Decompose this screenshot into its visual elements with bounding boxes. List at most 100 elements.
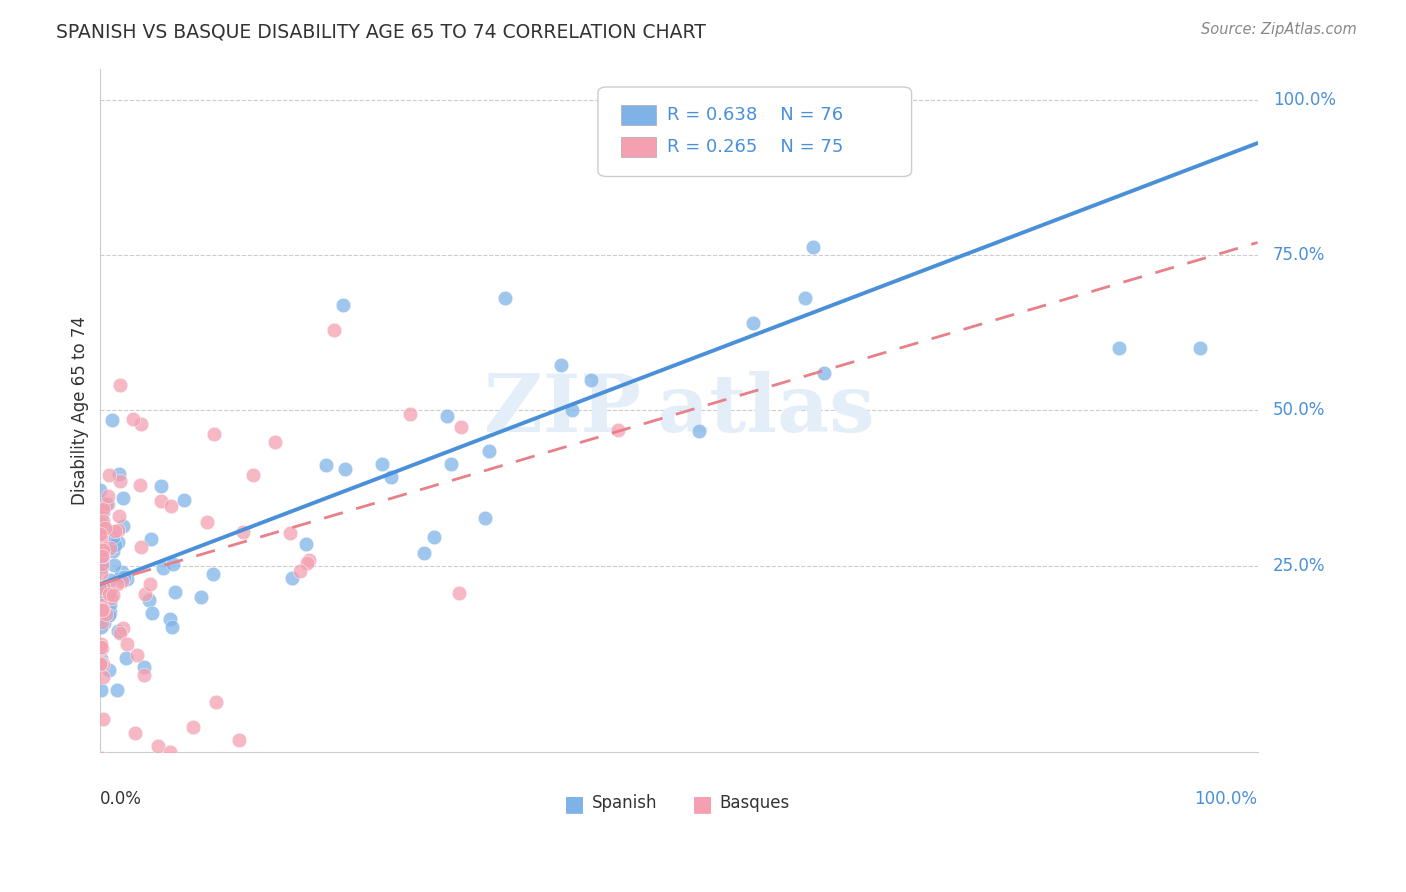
Point xyxy=(201,567,224,582)
Point xyxy=(97,496,120,510)
Point xyxy=(101,413,124,427)
Text: ■: ■ xyxy=(564,795,585,814)
Text: 25.0%: 25.0% xyxy=(1272,557,1324,574)
Point xyxy=(94,607,117,621)
Point xyxy=(139,577,162,591)
Point xyxy=(110,570,132,584)
Point xyxy=(478,443,501,458)
Point xyxy=(813,366,835,380)
Point xyxy=(89,656,111,670)
Point xyxy=(195,515,218,529)
Point xyxy=(90,763,112,777)
Point xyxy=(94,579,117,593)
Point xyxy=(122,411,145,425)
Point xyxy=(129,478,152,492)
Point xyxy=(89,587,111,601)
Point xyxy=(91,603,114,617)
Point xyxy=(332,298,354,312)
Point xyxy=(90,637,112,651)
Point xyxy=(91,670,114,684)
Point xyxy=(115,637,138,651)
Text: 100.0%: 100.0% xyxy=(1195,789,1257,807)
Point xyxy=(190,590,212,604)
Text: Basques: Basques xyxy=(720,795,790,813)
Point xyxy=(688,425,710,439)
Point xyxy=(163,585,186,599)
Point xyxy=(94,520,117,534)
Point xyxy=(90,640,112,654)
Point xyxy=(91,539,114,553)
Bar xyxy=(621,136,655,157)
Point xyxy=(132,659,155,673)
Point xyxy=(89,657,111,671)
Point xyxy=(152,561,174,575)
Point xyxy=(90,559,112,574)
Point xyxy=(108,467,131,482)
Point xyxy=(93,605,115,619)
Point xyxy=(581,373,603,387)
Point xyxy=(474,511,496,525)
Point xyxy=(90,528,112,542)
Point xyxy=(801,240,824,254)
Point xyxy=(110,474,132,488)
Point xyxy=(90,652,112,666)
Point xyxy=(98,587,121,601)
Point xyxy=(202,426,225,441)
Point xyxy=(134,587,156,601)
Point xyxy=(112,519,135,533)
Point xyxy=(447,585,470,599)
Point xyxy=(228,732,250,747)
Point xyxy=(162,557,184,571)
Point xyxy=(264,435,287,450)
Point xyxy=(90,549,112,563)
Point xyxy=(205,695,228,709)
Point xyxy=(149,494,172,508)
Point xyxy=(278,526,301,541)
Point xyxy=(98,586,121,600)
Point xyxy=(100,605,122,619)
Text: SPANISH VS BASQUE DISABILITY AGE 65 TO 74 CORRELATION CHART: SPANISH VS BASQUE DISABILITY AGE 65 TO 7… xyxy=(56,22,706,41)
Point xyxy=(90,495,112,509)
Text: ZIP atlas: ZIP atlas xyxy=(484,371,875,450)
Point xyxy=(103,558,125,572)
Point xyxy=(436,409,458,424)
Text: ■: ■ xyxy=(692,795,713,814)
Point xyxy=(413,546,436,560)
Point xyxy=(93,549,115,563)
Point xyxy=(94,583,117,598)
Point xyxy=(322,323,344,337)
Point xyxy=(160,620,183,634)
Point xyxy=(90,682,112,697)
FancyBboxPatch shape xyxy=(598,87,911,177)
Point xyxy=(148,739,170,753)
Point xyxy=(173,493,195,508)
Point xyxy=(108,378,131,392)
Point xyxy=(160,499,183,513)
Point xyxy=(112,570,135,584)
Point xyxy=(107,523,129,537)
Point xyxy=(94,523,117,537)
Point xyxy=(107,624,129,638)
Point xyxy=(127,648,149,662)
Point xyxy=(89,549,111,564)
Point xyxy=(90,516,112,530)
Point xyxy=(141,606,163,620)
Point xyxy=(450,420,472,434)
Point xyxy=(149,479,172,493)
Point xyxy=(98,597,121,611)
Point xyxy=(741,316,763,330)
Point xyxy=(98,541,121,556)
Point xyxy=(90,641,112,656)
Point xyxy=(98,573,121,587)
Point xyxy=(181,720,204,734)
Point xyxy=(138,592,160,607)
Point xyxy=(371,457,394,471)
Point xyxy=(89,527,111,541)
Text: 50.0%: 50.0% xyxy=(1272,401,1324,419)
Point xyxy=(101,588,124,602)
Point xyxy=(440,457,463,471)
Point xyxy=(290,564,312,578)
Point xyxy=(100,591,122,605)
Point xyxy=(93,518,115,533)
Point xyxy=(91,615,114,629)
